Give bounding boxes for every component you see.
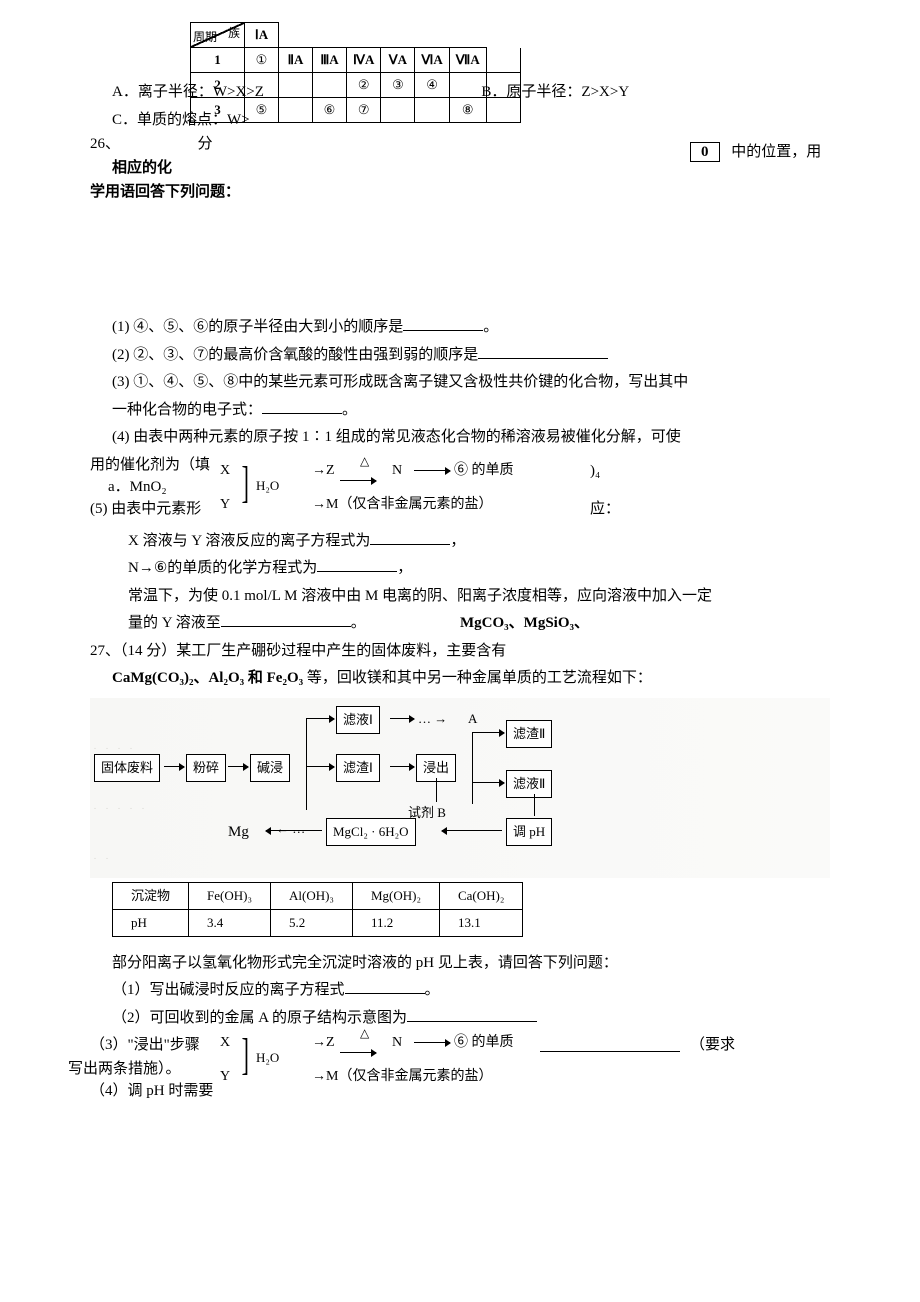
reaction-scheme: X Y ] H₂O →Z △ N ⑥ 的单质 →M（仅含非金属元素的盐）	[220, 455, 580, 515]
q26-i2: N→⑥的单质的化学方程式为，	[90, 556, 830, 582]
q27-head: 27、（14 分）某工厂生产硼砂过程中产生的固体废料，主要含有	[90, 639, 830, 665]
periodic-table: 族 周期 ⅠA 1 ① ⅡA ⅢA ⅣA ⅤA ⅥA ⅦA 2 ② ③ ④ 3 …	[190, 22, 521, 123]
q27-p3-area: （3）"浸出"步骤 X Y ] H₂O →Z △ N ⑥ 的单质 →M（仅含非金…	[90, 1033, 830, 1093]
q26-i3b: 量的 Y 溶液至。 MgCO₃、MgSiO₃、	[90, 611, 830, 637]
process-flow-diagram: 固体废料 粉碎 碱浸 滤液Ⅰ … → A 滤渣Ⅰ 浸出 滤渣Ⅱ 滤液Ⅱ 试剂 B…	[90, 698, 830, 878]
q26-text-right: 0 中的位置，用	[690, 140, 821, 166]
q26-p2: (2) ②、③、⑦的最高价含氧酸的酸性由强到弱的顺序是	[90, 343, 830, 369]
q26-i1: X 溶液与 Y 溶液反应的离子方程式为，	[90, 529, 830, 555]
mgco3-text: MgCO₃、MgSiO₃、	[460, 611, 589, 637]
q27-p1: （1）写出碱浸时反应的离子方程式。	[90, 978, 830, 1004]
q27-intro: 部分阳离子以氢氧化物形式完全沉淀时溶液的 pH 见上表，请回答下列问题：	[90, 951, 830, 977]
q26-i3a: 常温下，为使 0.1 mol/L M 溶液中由 M 电离的阴、阳离子浓度相等，应…	[90, 584, 830, 610]
q26-line2: 相应的化	[90, 156, 172, 182]
q26-p1: (1) ④、⑤、⑥的原子半径由大到小的顺序是。	[90, 315, 830, 341]
q26-line1: 26、 分	[90, 132, 213, 158]
q26-line3: 学用语回答下列问题：	[90, 180, 240, 206]
q26-p4a: (4) 由表中两种元素的原子按 1∶1 组成的常见液态化合物的稀溶液易被催化分解…	[90, 425, 830, 451]
q26-p3a: (3) ①、④、⑤、⑧中的某些元素可形成既含离子键又含极性共价键的化合物，写出其…	[90, 370, 830, 396]
reaction-scheme-2: X Y ] H₂O →Z △ N ⑥ 的单质 →M（仅含非金属元素的盐）	[220, 1027, 580, 1087]
q26-scheme-area: 用的催化剂为（填 a．MnO₂ (5) 由表中元素形 X Y ] H₂O →Z …	[90, 453, 830, 523]
q26-p3b: 一种化合物的电子式：。	[90, 398, 830, 424]
ph-table: 沉淀物 Fe(OH)₃ Al(OH)₃ Mg(OH)₂ Ca(OH)₂ pH 3…	[112, 882, 523, 937]
q27-camg: CaMg(CO₃)₂、Al₂O₃ 和 Fe₂O₃ 等，回收镁和其中另一种金属单质…	[90, 666, 830, 692]
